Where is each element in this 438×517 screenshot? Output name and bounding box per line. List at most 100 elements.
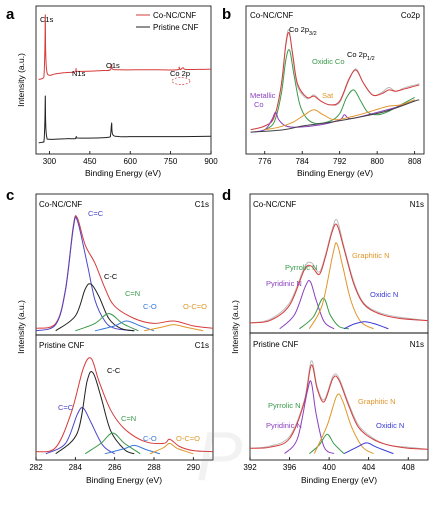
- series-d0-graphitic-n: [308, 242, 374, 330]
- tick-label-c-1: 284: [69, 463, 83, 472]
- panel-c-frame-bottom: [35, 334, 214, 461]
- tick-label-d-3: 404: [362, 463, 376, 472]
- panel-d-bottom-title-right: N1s: [410, 340, 424, 349]
- panel-b-title-right: Co2p: [401, 11, 421, 20]
- tick-label-b-3: 800: [370, 157, 384, 166]
- series-d0-pyridinic-n: [279, 280, 335, 330]
- series-c0-c-n: [75, 313, 139, 332]
- tick-label-b-1: 784: [296, 157, 310, 166]
- series-d0-envelope: [249, 223, 429, 324]
- panel-c-top-title-right: C1s: [195, 200, 209, 209]
- series-d1-pyridinic-n: [284, 380, 335, 455]
- series-d0-raw-data: [249, 219, 429, 324]
- panel-c-top-curves: [35, 215, 214, 332]
- series-c0-c-c: [35, 216, 135, 332]
- tick-label-c-4: 290: [187, 463, 201, 472]
- axis-ticks: 300 450 600 750 900 776 784 792 800 808 282 284 286 2…: [29, 151, 422, 472]
- tick-label-a-3: 750: [164, 157, 178, 166]
- series-d1-pyrrolic-n: [308, 433, 345, 454]
- panel-d-top-curves: [249, 219, 429, 330]
- label-d-top-pyrrolic: Pyrrolic N: [285, 263, 318, 272]
- series-c0-o-c-o: [144, 324, 204, 332]
- series-b-oxidic-co: [264, 49, 415, 131]
- label-d-top-oxidic: Oxidic N: [370, 290, 398, 299]
- watermark-glyph: P: [196, 417, 243, 495]
- label-co2p: Co 2p: [170, 69, 190, 78]
- label-c-top-co: C-O: [143, 302, 157, 311]
- panel-b-frame: [245, 5, 425, 155]
- panel-d-xlabel: Binding Energy (eV): [301, 475, 377, 485]
- label-c-bottom-cc: C-C: [107, 366, 121, 375]
- series-b-metallic-co: [250, 99, 415, 133]
- panel-d-bottom-title-left: Pristine CNF: [253, 340, 298, 349]
- label-metallic-co-line1: Metallic: [250, 91, 276, 100]
- label-c1s: C1s: [40, 15, 54, 24]
- tick-label-c-2: 286: [108, 463, 122, 472]
- panel-letter-d: d: [222, 187, 231, 204]
- panel-c-bottom-title-left: Pristine CNF: [39, 341, 84, 350]
- label-c-top-cc: C-C: [104, 272, 118, 281]
- legend-label-co-nc-cnf: Co-NC/CNF: [153, 11, 196, 20]
- panel-d-top-title-right: N1s: [410, 200, 424, 209]
- panel-c-top-title-left: Co-NC/CNF: [39, 200, 82, 209]
- tick-label-a-0: 300: [43, 157, 57, 166]
- panel-a-frame: [35, 5, 212, 155]
- label-o1s: O1s: [106, 61, 120, 70]
- label-c-bottom-cc-double: C=C: [58, 403, 74, 412]
- tick-label-a-4: 900: [204, 157, 218, 166]
- tick-label-d-4: 408: [402, 463, 416, 472]
- panel-d-ylabel: Intensity (a.u.): [230, 300, 240, 354]
- panel-b-title-left: Co-NC/CNF: [250, 11, 293, 20]
- panel-b-curves: [250, 29, 420, 133]
- panel-c-bottom-curves: [35, 357, 214, 455]
- series-b-sat: [264, 99, 415, 131]
- series-d1-oxidic-n: [343, 442, 394, 455]
- series-c0-envelope: [35, 215, 214, 329]
- panel-letter-a: a: [6, 6, 15, 23]
- panel-c-bottom-title-right: C1s: [195, 341, 209, 350]
- series-d0-pyrrolic-n: [299, 297, 350, 330]
- label-c-bottom-co: C-O: [143, 434, 157, 443]
- label-d-top-pyridinic: Pyridinic N: [266, 279, 302, 288]
- series-d1-graphitic-n: [313, 393, 374, 455]
- series-b-raw-data: [250, 29, 420, 131]
- panel-a-curves: [38, 14, 212, 144]
- panel-d-bottom-curves: [249, 360, 429, 455]
- series-b-background: [250, 99, 420, 133]
- tick-label-d-1: 396: [283, 463, 297, 472]
- series-c1-c-o: [104, 444, 161, 455]
- panel-letter-c: c: [6, 187, 14, 204]
- label-oxidic-co: Oxidic Co: [312, 57, 345, 66]
- label-sat: Sat: [322, 91, 334, 100]
- series-c1-envelope: [35, 357, 214, 453]
- label-d-bottom-pyridinic: Pyridinic N: [266, 421, 302, 430]
- label-c-top-oco: O-C=O: [183, 302, 207, 311]
- tick-label-b-4: 808: [408, 157, 422, 166]
- series-d1-envelope: [249, 364, 429, 450]
- panel-d-frame-top: [249, 193, 429, 334]
- tick-label-b-2: 792: [333, 157, 347, 166]
- series-c0-c-o: [94, 320, 155, 332]
- tick-label-d-0: 392: [243, 463, 257, 472]
- tick-label-b-0: 776: [258, 157, 272, 166]
- label-d-top-graphitic: Graphitic N: [352, 251, 390, 260]
- label-co2p32-sub: 3/2: [309, 31, 317, 37]
- series-a-co-nc-cnf: [38, 14, 212, 80]
- label-c-top-cc-double: C=C: [88, 209, 104, 218]
- panel-a-xlabel: Binding Energy (eV): [85, 168, 161, 178]
- panel-d-frame-bottom: [249, 332, 429, 461]
- series-c1-o-c-o: [149, 442, 194, 455]
- label-co2p32: Co 2p3/2: [289, 25, 317, 37]
- series-c1-c-n: [84, 432, 141, 455]
- tick-label-a-1: 450: [83, 157, 97, 166]
- legend-label-pristine-cnf: Pristine CNF: [153, 23, 198, 32]
- panel-letter-b: b: [222, 6, 231, 23]
- co2p-highlight-ellipse: [171, 77, 191, 85]
- series-a-pristine-cnf: [38, 95, 212, 144]
- tick-label-d-2: 400: [322, 463, 336, 472]
- series-c0-c-c: [55, 283, 135, 332]
- label-metallic-co: Metallic Co: [250, 91, 276, 109]
- label-co2p12-sub: 1/2: [367, 56, 375, 62]
- label-co2p12: Co 2p1/2: [347, 50, 375, 62]
